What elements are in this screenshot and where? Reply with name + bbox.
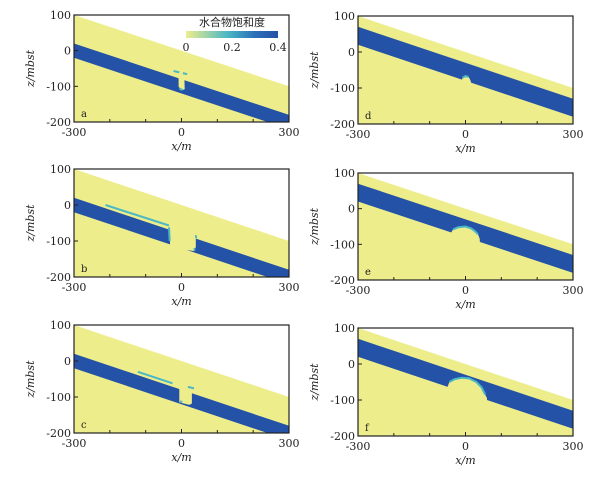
y-tick-label: 100 xyxy=(50,319,71,332)
y-tick-label: -100 xyxy=(330,394,355,407)
water-column xyxy=(74,169,289,241)
x-axis-label: x/m xyxy=(455,454,475,467)
water-column xyxy=(74,325,289,397)
colorbar-title: 水合物饱和度 xyxy=(199,15,265,29)
x-axis-label: x/m xyxy=(455,298,475,311)
panel-a: -300 0 300 100 0 -100 -200 x/m z/mbst a xyxy=(24,9,300,153)
y-tick-label: -200 xyxy=(46,116,71,129)
x-tick-label: 300 xyxy=(279,437,300,450)
x-tick-label: 300 xyxy=(563,128,584,141)
partial-saturation-band xyxy=(168,227,171,242)
x-tick-label: 0 xyxy=(178,437,185,450)
colorbar-tick: 0.2 xyxy=(223,41,241,54)
panel-label: b xyxy=(81,264,87,275)
colorbar-tick: 0 xyxy=(183,41,190,54)
y-tick-label: -200 xyxy=(330,118,355,131)
y-axis-label: z/mbst xyxy=(24,204,37,243)
y-tick-label: 0 xyxy=(64,355,71,368)
y-tick-label: -100 xyxy=(46,235,71,248)
x-tick-label: -300 xyxy=(346,128,371,141)
x-tick-label: 300 xyxy=(563,440,584,453)
x-tick-label: 0 xyxy=(462,440,469,453)
y-tick-label: -200 xyxy=(46,427,71,440)
dissociation-dome xyxy=(451,226,480,248)
dissociation-dome xyxy=(461,76,471,88)
water-column xyxy=(358,328,573,400)
y-axis-label: z/mbst xyxy=(24,360,37,399)
panel-c: -300 0 300 100 0 -100 -200 x/m z/mbst c xyxy=(24,319,300,464)
y-axis-label: z/mbst xyxy=(308,51,321,90)
x-tick-label: -300 xyxy=(62,126,87,139)
y-tick-label: 0 xyxy=(348,358,355,371)
x-tick-label: -300 xyxy=(346,440,371,453)
partial-saturation-band xyxy=(187,385,195,390)
x-tick-label: -300 xyxy=(62,437,87,450)
dissociated-zone xyxy=(178,76,185,91)
y-tick-label: 0 xyxy=(64,45,71,58)
x-axis-label: x/m xyxy=(171,140,191,153)
y-tick-label: -100 xyxy=(330,82,355,95)
colorbar: 水合物饱和度 0 0.2 0.4 xyxy=(183,15,287,54)
partial-saturation-band xyxy=(173,70,180,74)
y-tick-label: 0 xyxy=(64,199,71,212)
y-axis-label: z/mbst xyxy=(308,207,321,246)
y-tick-label: 100 xyxy=(334,10,355,23)
x-tick-label: 300 xyxy=(279,126,300,139)
x-tick-label: 300 xyxy=(279,281,300,294)
y-axis-label: z/mbst xyxy=(24,49,37,88)
colorbar-tick: 0.4 xyxy=(269,41,287,54)
y-tick-label: 0 xyxy=(348,203,355,216)
panel-d: -300 0 300 100 0 -100 -200 x/m z/mbst d xyxy=(308,10,584,155)
panel-b: -300 0 300 100 0 -100 -200 x/m z/mbst b xyxy=(24,163,300,308)
y-tick-label: -100 xyxy=(46,80,71,93)
y-tick-label: 100 xyxy=(50,9,71,22)
water-column xyxy=(358,173,573,245)
x-tick-label: -300 xyxy=(62,281,87,294)
y-tick-label: 100 xyxy=(50,163,71,176)
y-tick-label: 100 xyxy=(334,322,355,335)
x-tick-label: 0 xyxy=(462,128,469,141)
panel-label: f xyxy=(365,423,370,434)
hydrate-layer xyxy=(358,26,573,117)
y-tick-label: -200 xyxy=(46,271,71,284)
x-axis-label: x/m xyxy=(171,451,191,464)
water-column xyxy=(358,16,573,88)
partial-saturation-band xyxy=(448,376,487,396)
y-axis-label: z/mbst xyxy=(308,363,321,402)
partial-saturation-band xyxy=(182,72,188,76)
panel-label: c xyxy=(81,420,87,431)
x-axis-label: x/m xyxy=(455,142,475,155)
x-tick-label: 300 xyxy=(563,284,584,297)
dissociated-zone xyxy=(170,224,196,252)
partial-saturation-band xyxy=(462,75,469,79)
x-tick-label: -300 xyxy=(346,284,371,297)
y-tick-label: -200 xyxy=(330,274,355,287)
partial-saturation-band xyxy=(105,204,170,227)
partial-saturation-band xyxy=(178,87,183,91)
panel-f: -300 0 300 100 0 -100 -200 x/m z/mbst f xyxy=(308,322,584,467)
panel-e: -300 0 300 100 0 -100 -200 x/m z/mbst e xyxy=(308,167,584,311)
panel-label: d xyxy=(365,111,372,122)
panel-label: e xyxy=(365,267,371,278)
y-tick-label: 100 xyxy=(334,167,355,180)
x-tick-label: 0 xyxy=(178,126,185,139)
partial-saturation-band xyxy=(179,400,183,403)
colorbar-gradient xyxy=(186,31,278,38)
dissociation-dome xyxy=(447,377,487,408)
panel-label: a xyxy=(81,109,87,120)
panels: -300 0 300 100 0 -100 -200 x/m z/mbst a -300 0 300 10… xyxy=(24,9,584,467)
partial-saturation-band xyxy=(137,370,173,385)
x-tick-label: 0 xyxy=(462,284,469,297)
x-tick-label: 0 xyxy=(178,281,185,294)
y-tick-label: 0 xyxy=(348,46,355,59)
x-axis-label: x/m xyxy=(171,295,191,308)
y-tick-label: -100 xyxy=(46,391,71,404)
partial-saturation-band xyxy=(452,225,479,236)
y-tick-label: -200 xyxy=(330,430,355,443)
y-tick-label: -100 xyxy=(330,238,355,251)
